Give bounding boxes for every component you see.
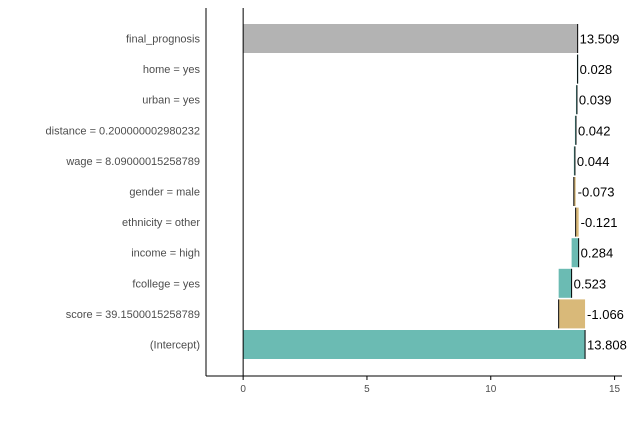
x-tick-label: 10 (485, 384, 497, 395)
data-label: 0.284 (581, 246, 614, 261)
x-tick-label: 5 (364, 384, 370, 395)
bar (558, 299, 586, 329)
bar (558, 268, 572, 298)
data-label: 0.042 (578, 123, 611, 138)
data-label: 0.028 (580, 62, 613, 77)
bar (243, 330, 586, 359)
data-label: -0.073 (578, 185, 615, 200)
category-label: gender = male (129, 187, 200, 199)
category-label: income = high (131, 248, 200, 260)
category-label: wage = 8.09000015258789 (65, 156, 200, 168)
value-labels: 13.509 0.028 0.039 0.042 0.044 -0.073 -0.121 0.… (574, 32, 627, 353)
data-label: -0.121 (581, 215, 618, 230)
bars (243, 24, 586, 359)
category-label: urban = yes (142, 95, 200, 107)
x-tick-label: 15 (609, 384, 621, 395)
category-label: distance = 0.200000002980232 (46, 125, 200, 137)
bar (243, 24, 578, 53)
category-label: home = yes (143, 64, 201, 76)
bar (575, 207, 579, 237)
data-label: 0.523 (574, 276, 607, 291)
data-label: 13.808 (587, 338, 627, 353)
bar (573, 177, 576, 206)
x-axis-ticks: 0 5 10 15 (240, 376, 621, 395)
data-label: 0.039 (579, 93, 612, 108)
category-label: final_prognosis (126, 34, 200, 46)
category-label: (Intercept) (150, 340, 200, 352)
data-label: -1.066 (587, 307, 624, 322)
data-label: 13.509 (580, 32, 620, 47)
x-tick-label: 0 (240, 384, 246, 395)
category-label: score = 39.1500015258789 (66, 309, 200, 321)
category-label: ethnicity = other (122, 217, 200, 229)
data-label: 0.044 (577, 154, 610, 169)
category-label: fcollege = yes (132, 278, 200, 290)
bar (571, 238, 579, 268)
